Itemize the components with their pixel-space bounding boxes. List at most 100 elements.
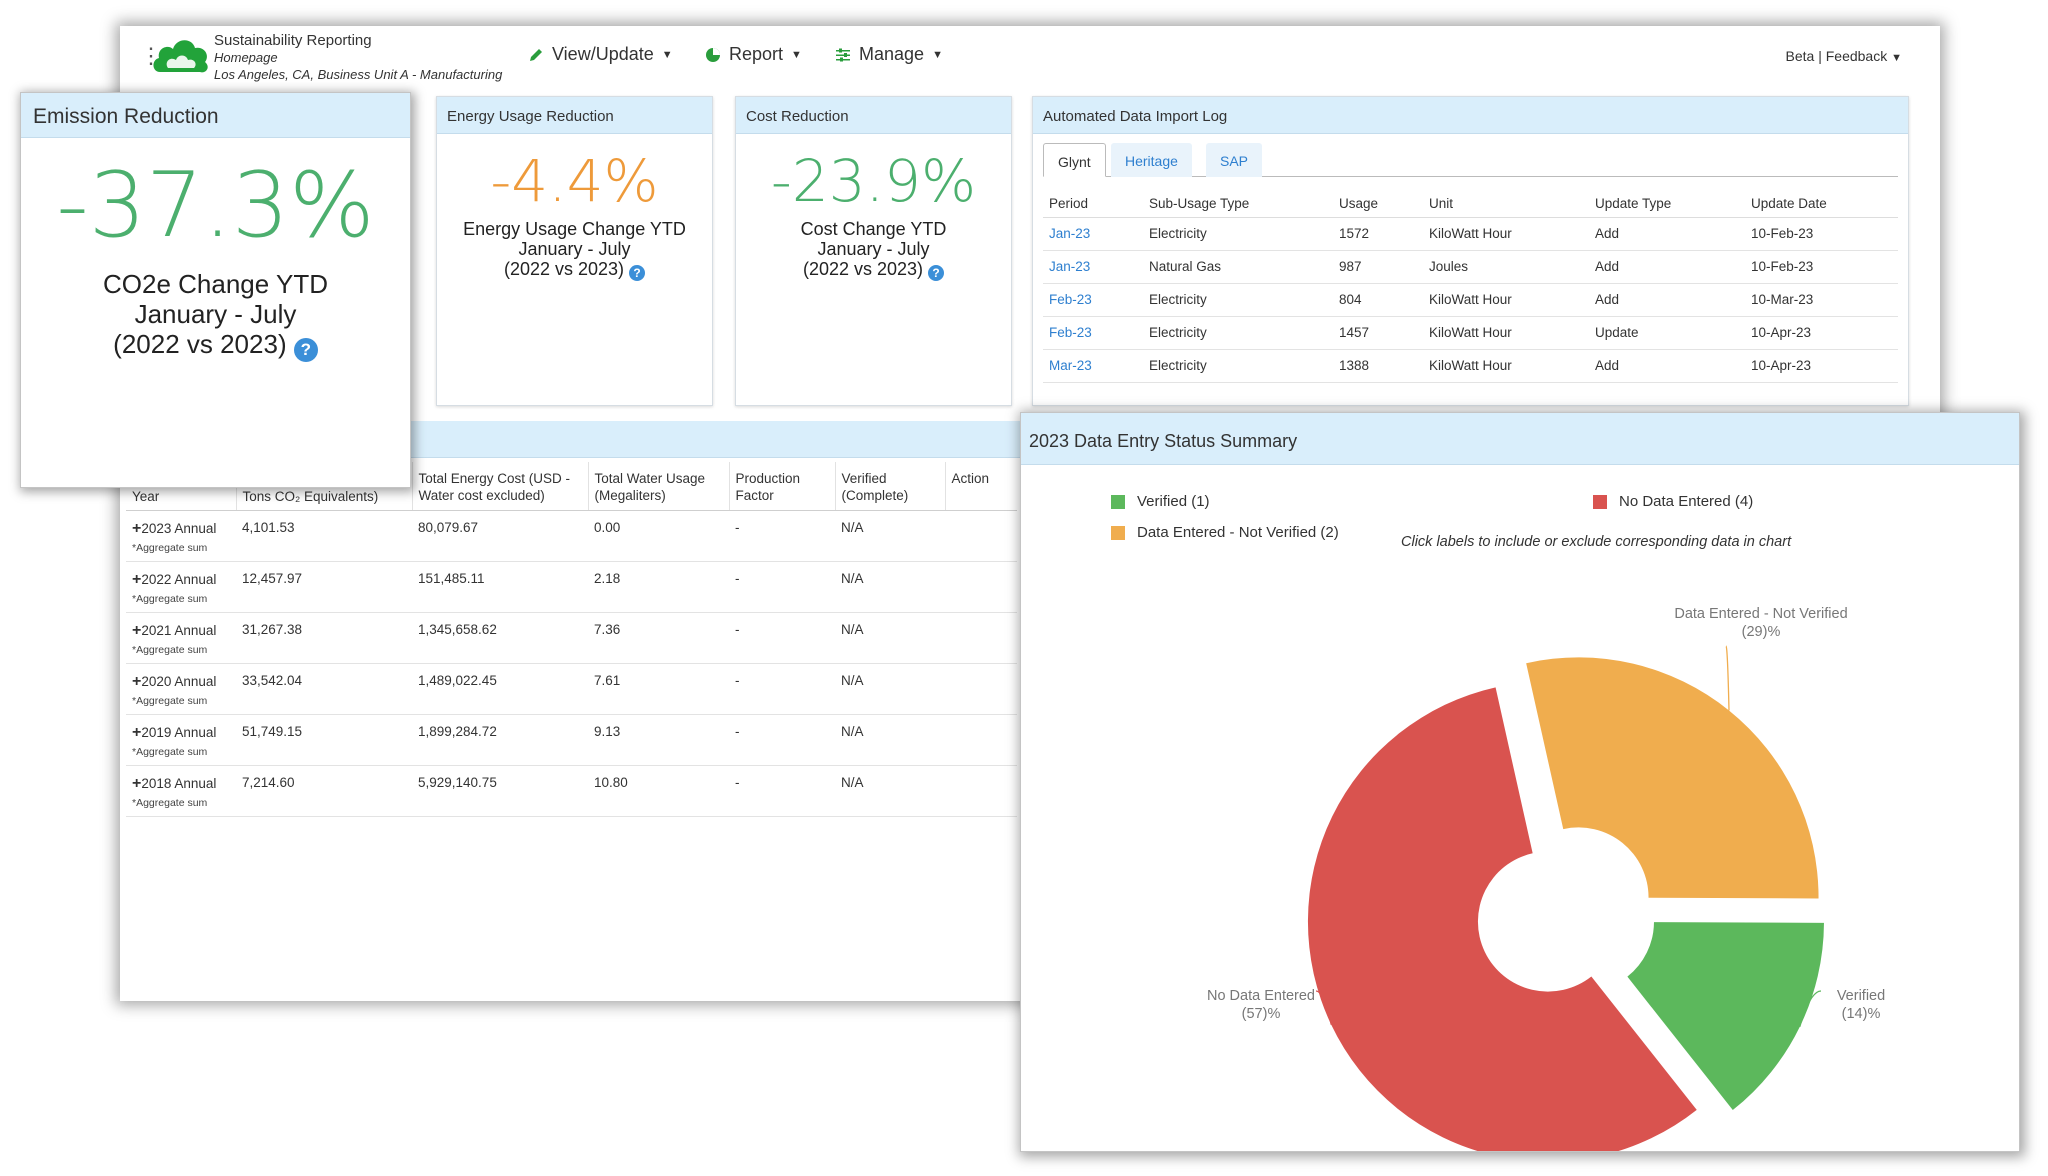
table-cell: -	[729, 663, 835, 715]
help-icon[interactable]: ?	[928, 265, 945, 281]
table-cell: KiloWatt Hour	[1423, 349, 1589, 383]
donut-slice-data-entered-not-verified[interactable]	[1526, 657, 1819, 899]
emission-card-title: Emission Reduction	[21, 93, 410, 138]
table-cell: 804	[1333, 283, 1423, 317]
import-log-panel: Automated Data Import Log Glynt Heritage…	[1032, 96, 1909, 406]
table-cell: 12,457.97	[236, 561, 412, 613]
caption-line: (2022 vs 2023) ?	[437, 259, 712, 281]
tab-heritage[interactable]: Heritage	[1111, 143, 1192, 177]
legend-item-no-data[interactable]: No Data Entered (4)	[1593, 493, 1753, 510]
year-cell[interactable]: +2023 Annual *Aggregate sum	[126, 510, 236, 562]
period-link[interactable]: Feb-23	[1043, 316, 1143, 350]
table-cell: Electricity	[1143, 283, 1333, 317]
year-label: 2020 Annual	[141, 673, 217, 689]
table-cell: Electricity	[1143, 316, 1333, 350]
import-log-title: Automated Data Import Log	[1033, 97, 1908, 134]
legend-swatch	[1593, 494, 1607, 509]
expand-plus-icon[interactable]: +	[132, 723, 142, 741]
sliders-icon	[836, 48, 850, 61]
help-icon[interactable]: ?	[293, 338, 318, 362]
year-label: 2019 Annual	[141, 724, 217, 740]
table-cell: -	[729, 765, 835, 817]
slice-percent-label: (14)%	[1842, 1006, 1881, 1022]
tab-sap[interactable]: SAP	[1206, 143, 1263, 177]
table-cell: 151,485.11	[412, 561, 588, 613]
table-cell: 1,345,658.62	[412, 612, 588, 664]
nav-view-update[interactable]: View/Update ▼	[528, 44, 673, 65]
table-cell: Natural Gas	[1143, 250, 1333, 284]
tab-glynt[interactable]: Glynt	[1043, 143, 1106, 177]
table-cell: N/A	[835, 561, 945, 613]
period-link[interactable]: Mar-23	[1043, 349, 1143, 383]
nav-manage-label: Manage	[859, 44, 925, 64]
caption-line: Cost Change YTD	[800, 219, 947, 239]
cloud-logo-icon	[153, 40, 208, 73]
expand-plus-icon[interactable]: +	[132, 774, 142, 792]
year-label: 2021 Annual	[141, 622, 217, 638]
annual-section-header	[410, 421, 1020, 458]
donut-slice-verified[interactable]	[1627, 922, 1824, 1111]
slice-label: No Data Entered	[1207, 988, 1315, 1004]
table-row: Jan-23 Electricity 1572 KiloWatt Hour Ad…	[1043, 217, 1898, 251]
caption-line: (2022 vs 2023) ?	[21, 329, 410, 362]
column-header: Sub-Usage Type	[1143, 191, 1333, 218]
table-cell: -	[729, 561, 835, 613]
table-cell: Electricity	[1143, 217, 1333, 251]
expand-plus-icon[interactable]: +	[132, 519, 142, 537]
expand-plus-icon[interactable]: +	[132, 621, 142, 639]
table-row: Jan-23 Natural Gas 987 Joules Add 10-Feb…	[1043, 250, 1898, 284]
legend-label: Verified (1)	[1137, 493, 1210, 510]
nav-report[interactable]: Report ▼	[705, 44, 802, 65]
expand-plus-icon[interactable]: +	[132, 672, 142, 690]
emission-change-caption: CO2e Change YTD January - July (2022 vs …	[21, 269, 410, 362]
slice-connector-line	[1315, 990, 1332, 1025]
column-header: Action	[945, 462, 1017, 511]
table-cell: 10-Apr-23	[1745, 349, 1898, 383]
year-cell[interactable]: +2022 Annual *Aggregate sum	[126, 561, 236, 613]
table-cell: N/A	[835, 714, 945, 766]
period-link[interactable]: Jan-23	[1043, 217, 1143, 251]
table-cell: 1457	[1333, 316, 1423, 350]
legend-item-not-verified[interactable]: Data Entered - Not Verified (2)	[1111, 524, 1339, 541]
nav-manage[interactable]: Manage ▼	[835, 44, 943, 65]
beta-feedback-menu[interactable]: Beta | Feedback ▼	[1786, 48, 1902, 64]
expand-plus-icon[interactable]: +	[132, 570, 142, 588]
column-header: Production Factor	[729, 462, 836, 511]
slice-label: Data Entered - Not Verified	[1674, 606, 1847, 622]
table-cell: KiloWatt Hour	[1423, 283, 1589, 317]
period-link[interactable]: Jan-23	[1043, 250, 1143, 284]
column-header: Period	[1043, 191, 1143, 218]
column-header: Unit	[1423, 191, 1589, 218]
help-icon[interactable]: ?	[629, 265, 646, 281]
aggregate-note: *Aggregate sum	[132, 592, 208, 605]
action-cell	[945, 663, 1017, 715]
table-cell: KiloWatt Hour	[1423, 217, 1589, 251]
year-cell[interactable]: +2018 Annual *Aggregate sum	[126, 765, 236, 817]
nav-report-label: Report	[729, 44, 784, 64]
table-cell: 1572	[1333, 217, 1423, 251]
aggregate-note: *Aggregate sum	[132, 694, 208, 707]
table-row: +2019 Annual *Aggregate sum 51,749.15 1,8…	[126, 714, 1017, 766]
caption-line: CO2e Change YTD	[103, 269, 328, 299]
column-header: Total Energy Cost (USD - Water cost excl…	[412, 462, 589, 511]
table-cell: 10-Mar-23	[1745, 283, 1898, 317]
column-header: Update Date	[1745, 191, 1898, 218]
year-cell[interactable]: +2020 Annual *Aggregate sum	[126, 663, 236, 715]
slice-label: Verified	[1837, 988, 1885, 1004]
caption-line: Energy Usage Change YTD	[463, 219, 686, 239]
table-row: Feb-23 Electricity 804 KiloWatt Hour Add…	[1043, 283, 1898, 317]
donut-slice-no-data-entered[interactable]	[1307, 687, 1697, 1151]
year-cell[interactable]: +2021 Annual *Aggregate sum	[126, 612, 236, 664]
table-cell: Update	[1589, 316, 1745, 350]
table-cell: Add	[1589, 283, 1745, 317]
year-cell[interactable]: +2019 Annual *Aggregate sum	[126, 714, 236, 766]
app-name: Sustainability Reporting	[214, 32, 372, 49]
location-label: Los Angeles, CA, Business Unit A - Manuf…	[214, 67, 503, 82]
pencil-icon	[530, 48, 542, 61]
legend-item-verified[interactable]: Verified (1)	[1111, 493, 1210, 510]
table-row: +2022 Annual *Aggregate sum 12,457.97 151…	[126, 561, 1017, 613]
table-header-row: Period Sub-Usage Type Usage Unit Update …	[1043, 191, 1898, 218]
period-link[interactable]: Feb-23	[1043, 283, 1143, 317]
top-navbar: ⋮ Sustainability Reporting Homepage Los …	[120, 26, 1940, 96]
table-row: Feb-23 Electricity 1457 KiloWatt Hour Up…	[1043, 316, 1898, 350]
